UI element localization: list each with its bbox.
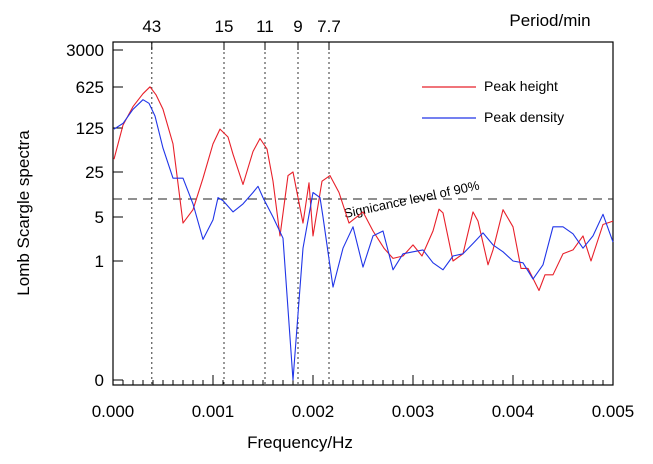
top-period-tick-labels: 43 15 11 9 7.7 — [142, 17, 341, 50]
y-tick-label: 3000 — [66, 41, 104, 60]
y-tick-label: 625 — [76, 78, 104, 97]
x-tick-label: 0.004 — [492, 402, 535, 421]
top-tick-label: 11 — [256, 17, 274, 36]
y-tick-label: 5 — [95, 208, 104, 227]
y-tick-label: 125 — [76, 119, 104, 138]
y-tick-label: 25 — [85, 163, 104, 182]
series-layer — [113, 86, 614, 381]
x-tick-label: 0.003 — [392, 402, 435, 421]
top-tick-label: 7.7 — [317, 17, 341, 36]
top-axis-label: Period/min — [509, 11, 590, 30]
y-tick-label: 1 — [95, 252, 104, 271]
top-tick-label: 15 — [215, 17, 234, 36]
y-axis-label: Lomb Scargle spectra — [14, 130, 33, 296]
legend: Peak height Peak density — [422, 78, 564, 125]
x-tick-label: 0.001 — [192, 402, 235, 421]
legend-label-peak-density: Peak density — [484, 109, 564, 125]
top-tick-label: 9 — [293, 17, 302, 36]
period-guide-lines — [151, 42, 330, 385]
x-tick-label: 0.002 — [292, 402, 335, 421]
y-tick-label: 0 — [95, 371, 104, 390]
y-tick-labels: 3000 625 125 25 5 1 0 — [66, 41, 123, 390]
series-line-peak-density — [113, 99, 614, 381]
series-line-peak-height — [113, 86, 614, 292]
x-tick-label: 0.000 — [92, 402, 135, 421]
x-tick-labels: 0.000 0.001 0.002 0.003 0.004 0.005 — [92, 402, 635, 421]
legend-label-peak-height: Peak height — [484, 78, 558, 94]
top-tick-label: 43 — [142, 17, 161, 36]
x-axis-label: Frequency/Hz — [247, 433, 353, 452]
x-tick-label: 0.005 — [592, 402, 635, 421]
